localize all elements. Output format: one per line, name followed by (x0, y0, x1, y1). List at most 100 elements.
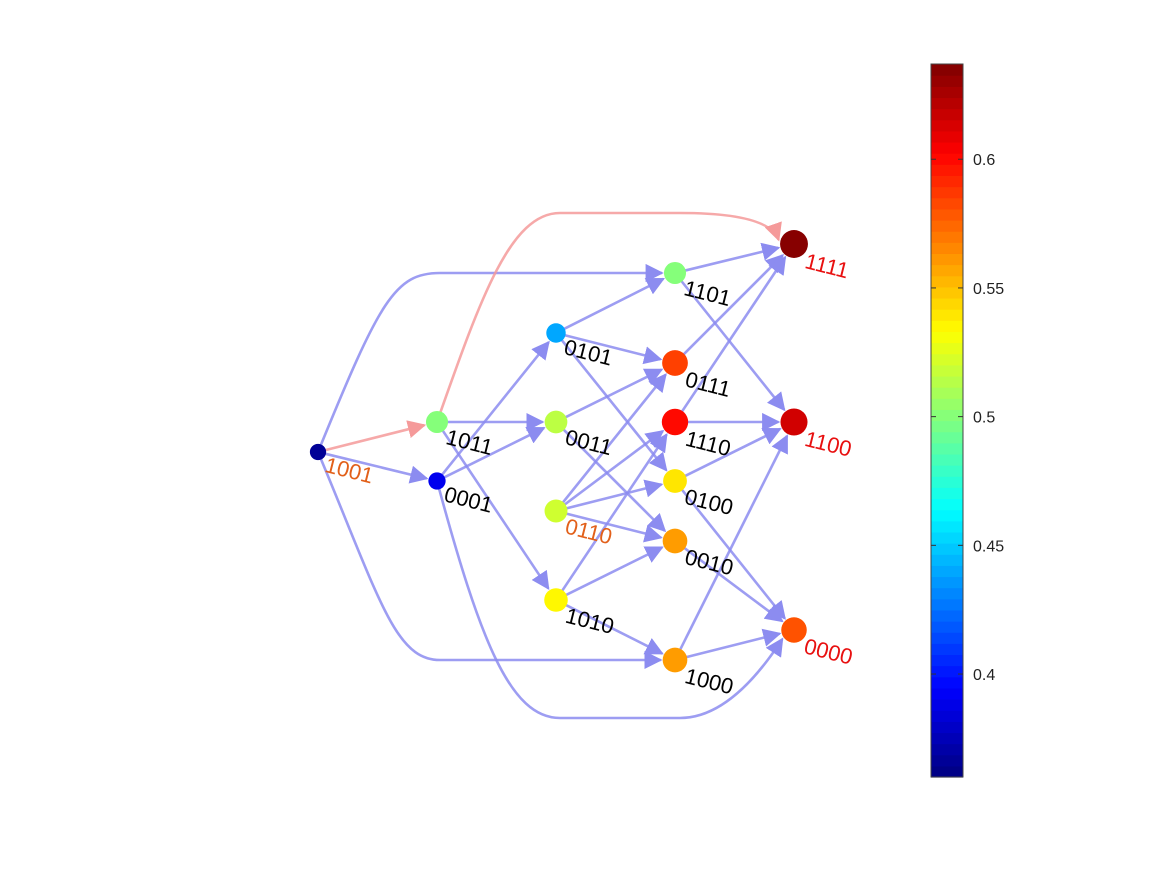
node-label-1111: 1111 (803, 248, 852, 283)
edge-1001-to-1101 (316, 263, 664, 453)
colorbar-band (931, 175, 963, 188)
node-label-0100: 0100 (682, 484, 736, 520)
colorbar-band (931, 453, 963, 466)
colorbar-band (931, 219, 963, 232)
edge-1011-to-1111 (435, 211, 782, 423)
edge-1000-to-1100 (675, 434, 789, 658)
edge-0001-to-0000 (435, 480, 784, 720)
colorbar-band (931, 108, 963, 121)
colorbar-band (931, 721, 963, 734)
colorbar-band (931, 164, 963, 177)
edge-0100-to-0000 (676, 483, 786, 620)
node-1101 (663, 261, 687, 285)
node-label-0001: 0001 (442, 482, 496, 518)
colorbar-band (931, 754, 963, 767)
colorbar-band (931, 64, 963, 76)
colorbar-band (931, 286, 963, 299)
colorbar-band (931, 509, 963, 522)
node-0110 (544, 499, 568, 523)
node-label-0101: 0101 (562, 334, 616, 370)
colorbar-tick-label: 0.55 (973, 281, 1004, 298)
node-1110 (661, 408, 689, 436)
edge-1101-to-1100 (676, 275, 786, 412)
colorbar-band (931, 598, 963, 611)
edge-1101-to-1111 (678, 242, 781, 274)
colorbar-band (931, 398, 963, 410)
colorbar-band (931, 409, 963, 422)
edge-layer (316, 211, 789, 720)
colorbar-band (931, 743, 963, 756)
edge-0110-to-0111 (557, 373, 667, 509)
colorbar-band (931, 86, 963, 99)
colorbar-band (931, 353, 963, 366)
colorbar: 0.4 0.45 0.5 0.55 0.6 (930, 63, 1004, 778)
edge-1011-to-1010 (438, 424, 550, 591)
edge-1001-to-0001 (321, 451, 429, 484)
edge-1000-to-0000 (678, 628, 782, 661)
node-label-1100: 1100 (802, 426, 854, 462)
node-0111 (662, 350, 688, 376)
colorbar-band (931, 487, 963, 500)
node-label-0000: 0000 (802, 634, 856, 670)
colorbar-tick-label: 0.5 (973, 410, 995, 427)
colorbar-band (931, 130, 963, 143)
colorbar-band (931, 676, 963, 689)
edge-0110-to-1110 (558, 430, 665, 510)
colorbar-band (931, 309, 963, 321)
colorbar-band (931, 554, 963, 566)
colorbar-band (931, 699, 963, 711)
colorbar-band (931, 632, 963, 644)
colorbar-band (931, 297, 963, 310)
colorbar-band (931, 141, 963, 154)
colorbar-band (931, 498, 963, 511)
edge-0110-to-0100 (559, 479, 664, 512)
edge-0001-to-0011 (440, 426, 546, 481)
node-label-1011: 1011 (444, 424, 496, 460)
node-0100 (663, 469, 687, 493)
edge-1001-to-1011 (321, 420, 427, 453)
node-1111 (780, 230, 808, 258)
colorbar-band (931, 765, 963, 778)
node-1001 (309, 443, 327, 461)
colorbar-band (931, 543, 963, 555)
edge-1010-to-0010 (559, 546, 664, 600)
colorbar-band (931, 342, 963, 355)
colorbar-band (931, 97, 963, 110)
colorbar-band (931, 242, 963, 254)
colorbar-band (931, 275, 963, 288)
colorbar-band (931, 186, 963, 199)
colorbar-band (931, 331, 963, 344)
node-label-1010: 1010 (563, 603, 617, 639)
node-label-0010: 0010 (682, 544, 736, 580)
colorbar-band (931, 119, 963, 132)
colorbar-band (931, 264, 963, 277)
edge-1010-to-1000 (558, 600, 664, 655)
node-label-1110: 1110 (683, 426, 733, 461)
node-1000 (662, 647, 688, 673)
colorbar-band (931, 710, 963, 722)
colorbar-band (931, 621, 963, 633)
node-label-0111: 0111 (683, 367, 733, 402)
edge-0110-to-0010 (559, 510, 663, 543)
edge-0111-to-1111 (676, 253, 785, 362)
edge-1110-to-1111 (676, 255, 787, 420)
edge-0011-to-0111 (559, 368, 664, 422)
colorbar-band (931, 320, 963, 332)
colorbar-band (931, 465, 963, 477)
edge-0010-to-0000 (677, 542, 784, 623)
colorbar-tick-label: 0.6 (973, 152, 995, 169)
colorbar-band (931, 431, 963, 444)
colorbar-band (931, 442, 963, 455)
edge-0011-to-0010 (557, 423, 667, 533)
colorbar-band (931, 520, 963, 533)
colorbar-band (931, 609, 963, 622)
colorbar-band (931, 231, 963, 243)
colorbar-band (931, 364, 963, 377)
colorbar-band (931, 208, 963, 221)
node-label-1000: 1000 (682, 663, 736, 699)
colorbar-band (931, 153, 963, 165)
node-1010 (544, 588, 568, 612)
colorbar-band (931, 643, 963, 656)
edge-0101-to-1101 (558, 277, 665, 333)
